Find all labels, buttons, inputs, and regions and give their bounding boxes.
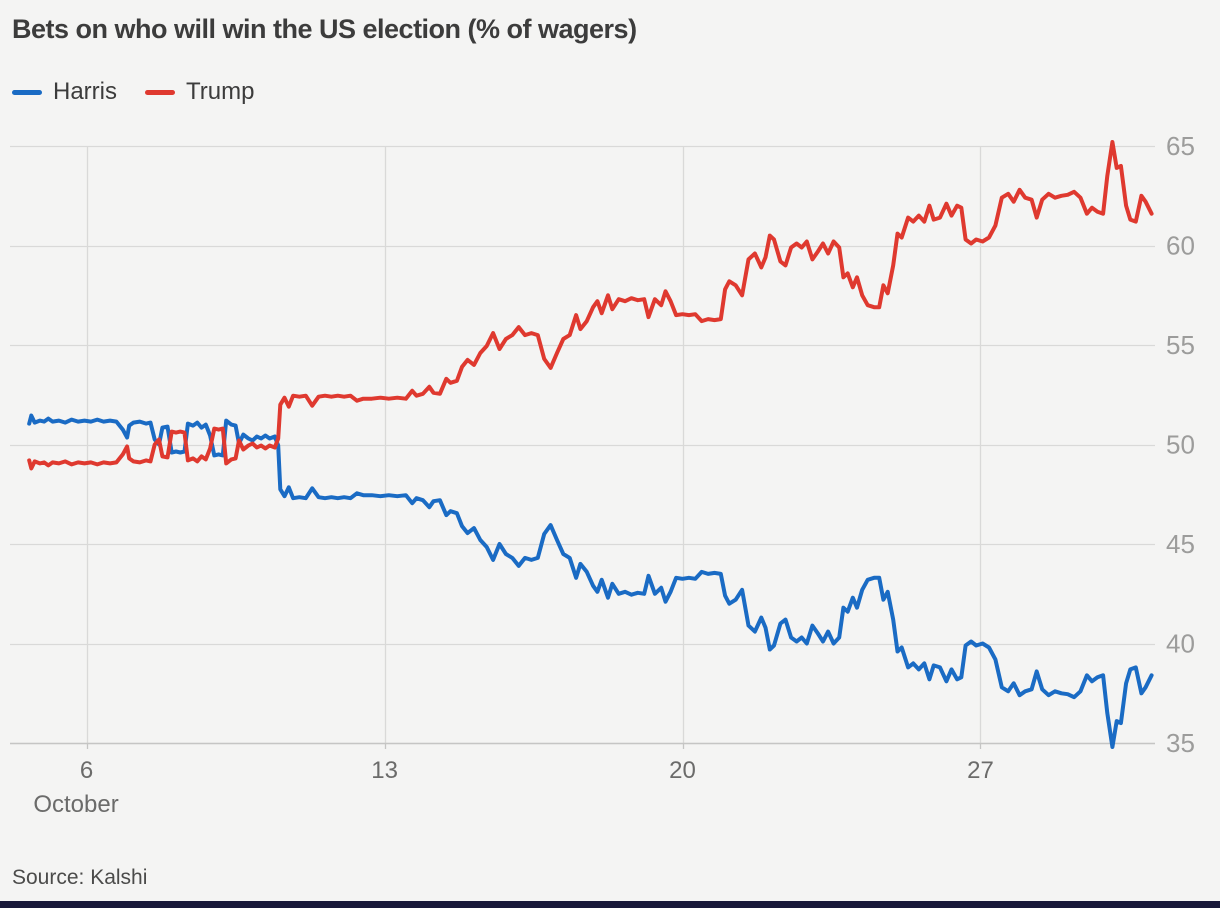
x-tick-label-13: 13 <box>371 757 398 784</box>
x-tick-label-6: 6 <box>80 757 93 784</box>
axis <box>10 742 1155 749</box>
series-line-trump <box>27 140 1154 471</box>
x-axis-month-label: October <box>33 791 118 818</box>
x-tick-label-27: 27 <box>967 757 994 784</box>
gridlines <box>10 145 1155 745</box>
y-tick-label-35: 35 <box>1166 728 1195 758</box>
chart-title: Bets on who will win the US election (% … <box>12 14 637 44</box>
series-line-harris <box>27 413 1154 749</box>
harris-line-swatch-icon <box>12 89 42 95</box>
y-tick-label-45: 45 <box>1166 529 1195 559</box>
x-tick-label-20: 20 <box>669 757 696 784</box>
series-lines <box>27 140 1154 749</box>
y-tick-label-65: 65 <box>1166 131 1195 161</box>
legend: Harris Trump <box>12 78 254 106</box>
axis-labels: 35 40 45 50 55 60 65 6 13 20 27 October <box>33 131 1195 818</box>
bottom-brand-bar <box>0 901 1220 908</box>
legend-item-harris: Harris <box>12 78 117 106</box>
y-tick-label-60: 60 <box>1166 231 1195 261</box>
source-note: Source: Kalshi <box>12 866 148 889</box>
line-chart-canvas: 35 40 45 50 55 60 65 6 13 20 27 October <box>10 131 1195 818</box>
trump-line-swatch-icon <box>145 89 175 95</box>
legend-item-trump: Trump <box>145 78 254 106</box>
y-tick-label-50: 50 <box>1166 430 1195 460</box>
legend-label-trump: Trump <box>186 78 255 105</box>
y-tick-label-40: 40 <box>1166 629 1195 659</box>
legend-label-harris: Harris <box>53 78 117 105</box>
y-tick-label-55: 55 <box>1166 330 1195 360</box>
